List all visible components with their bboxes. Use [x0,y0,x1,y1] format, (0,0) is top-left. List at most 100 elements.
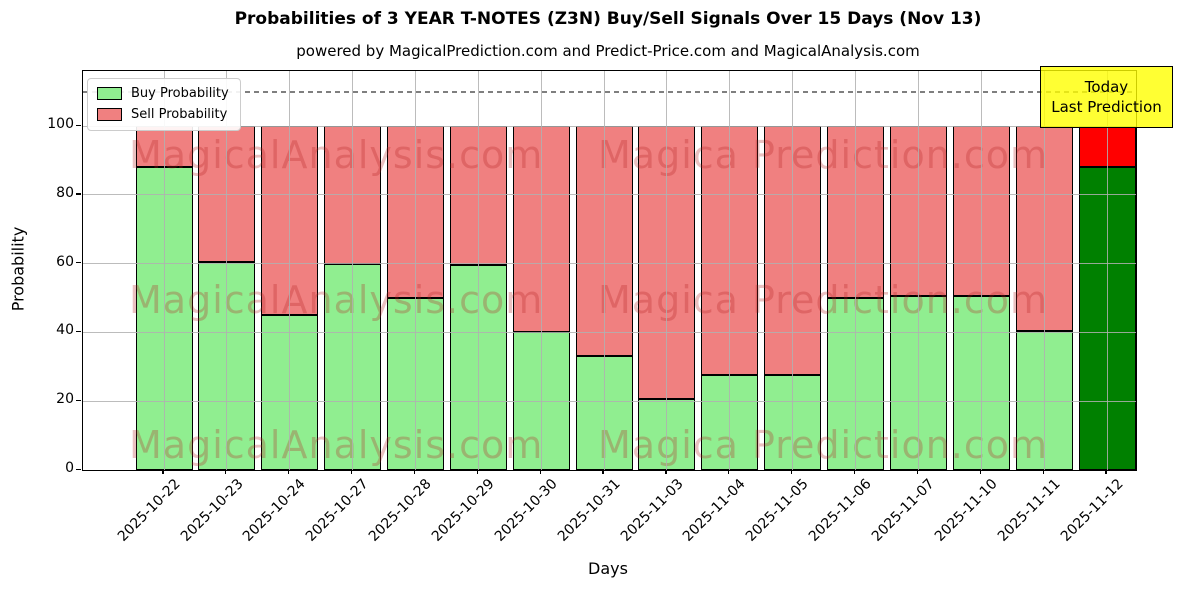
x-tick-label: 2025-11-04 [680,476,750,545]
bar-sell-segment [261,126,319,316]
bars-layer [83,71,1136,470]
vertical-gridline [917,71,919,470]
x-tick-mark [1105,470,1107,474]
x-tick-mark [728,470,730,474]
x-tick-label: 2025-11-12 [1057,476,1127,545]
bar-sell-segment [386,126,444,298]
x-tick-mark [225,470,227,474]
plot-area: MagicalAnalysis.com Magica Prediction.co… [82,70,1137,471]
y-tick-mark [76,468,81,470]
x-tick-label: 2025-11-03 [617,476,687,545]
y-tick-label: 40 [56,322,74,339]
bar-buy-segment [701,375,759,470]
y-tick-label: 20 [56,391,74,408]
bar-buy-segment [135,167,193,470]
horizontal-gridline [83,125,1136,127]
y-tick-mark [76,262,81,264]
bar-sell-segment [135,126,193,168]
x-tick-label: 2025-11-10 [931,476,1001,545]
x-tick-label: 2025-10-29 [428,476,498,545]
chart-subtitle: powered by MagicalPrediction.com and Pre… [296,42,920,60]
bar-buy-segment [827,298,885,470]
buy-color-swatch [97,87,122,100]
bar-sell-segment [324,126,382,264]
legend-item-sell: Sell Probability [97,107,229,122]
vertical-gridline [666,71,668,470]
x-tick-mark [1042,470,1044,474]
chart-title: Probabilities of 3 YEAR T-NOTES (Z3N) Bu… [234,9,982,29]
y-tick-label: 0 [65,460,74,476]
bar-sell-segment [198,126,256,262]
x-tick-label: 2025-11-07 [868,476,938,545]
bar-sell-segment [575,126,633,357]
x-tick-label: 2025-10-30 [491,476,561,545]
vertical-gridline [980,71,982,470]
y-tick-label: 60 [56,253,74,270]
x-tick-mark [413,470,416,474]
today-annotation-line2: Last Prediction [1051,98,1162,116]
legend-item-buy: Buy Probability [97,86,229,101]
bar-buy-segment [1078,167,1136,470]
y-tick-mark [76,330,81,333]
vertical-gridline [477,71,479,470]
y-tick-mark [76,124,81,126]
grid-layer [83,71,1136,470]
bar-sell-segment [889,126,947,297]
today-annotation: Today Last Prediction [1040,66,1173,128]
vertical-gridline [855,71,857,470]
bar-buy-segment [1015,330,1073,470]
bar-sell-segment [512,126,570,333]
x-tick-mark [853,470,856,474]
x-tick-mark [539,470,541,474]
legend: Buy Probability Sell Probability [87,78,241,131]
bar-buy-segment [638,399,696,470]
vertical-gridline [603,71,605,470]
horizontal-gridline [83,400,1136,402]
bar-sell-segment [638,126,696,400]
y-tick-mark [76,399,81,401]
legend-label: Buy Probability [131,86,229,101]
y-tick-label: 80 [56,184,74,201]
today-annotation-line1: Today [1084,78,1129,96]
x-tick-mark [162,470,164,474]
x-tick-label: 2025-10-28 [365,476,435,545]
x-tick-mark [665,470,667,474]
bar-buy-segment [261,315,319,470]
bar-sell-segment [1015,126,1073,331]
vertical-gridline [792,71,794,470]
bar-sell-segment [701,126,759,376]
x-tick-mark [602,470,604,474]
watermark-text: MagicalAnalysis.com [129,423,544,467]
bar-buy-segment [952,296,1010,470]
legend-label: Sell Probability [131,107,228,122]
x-tick-label: 2025-10-22 [114,476,184,545]
bar-buy-segment [575,356,633,470]
bar-buy-segment [764,375,822,470]
x-tick-mark [916,470,919,474]
y-axis-label: Probability [8,226,28,312]
x-tick-label: 2025-10-23 [177,476,247,545]
watermark-text: Magica Prediction.com [598,133,1049,177]
vertical-gridline [1106,71,1108,470]
x-tick-label: 2025-11-05 [743,476,813,545]
x-tick-label: 2025-11-06 [806,476,875,545]
vertical-gridline [414,71,416,470]
vertical-gridline [540,71,542,470]
watermark-layer: MagicalAnalysis.com Magica Prediction.co… [83,71,1136,470]
watermark-text: MagicalAnalysis.com [129,278,544,322]
horizontal-gridline [83,194,1136,196]
x-tick-mark [791,470,793,474]
bar-sell-segment [764,126,822,376]
y-tick-mark [76,193,81,195]
bar-sell-segment [827,126,885,298]
y-tick-label: 100 [47,116,74,133]
bar-buy-segment [198,261,256,470]
x-tick-label: 2025-10-24 [240,476,310,545]
vertical-gridline [729,71,731,470]
x-tick-label: 2025-11-11 [994,476,1064,545]
watermark-text: Magica Prediction.com [598,423,1049,467]
x-tick-mark [979,470,981,474]
watermark-text: Magica Prediction.com [598,278,1049,322]
watermark-text: MagicalAnalysis.com [129,133,544,177]
x-tick-mark [288,470,290,474]
